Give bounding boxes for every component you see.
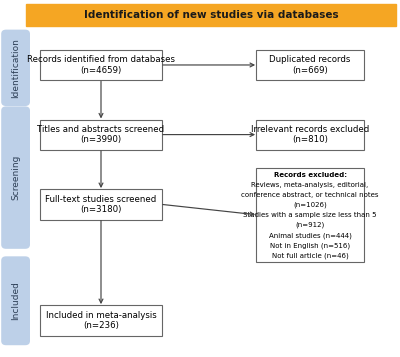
Text: Records identified from databases
(n=4659): Records identified from databases (n=465… (27, 55, 175, 75)
Text: Screening: Screening (11, 155, 20, 200)
Text: Studies with a sample size less than 5: Studies with a sample size less than 5 (243, 212, 377, 218)
Text: Duplicated records
(n=669): Duplicated records (n=669) (269, 55, 351, 75)
Text: (n=912): (n=912) (295, 222, 325, 228)
Text: Records excluded:: Records excluded: (274, 172, 346, 178)
Text: Identification of new studies via databases: Identification of new studies via databa… (84, 10, 338, 20)
FancyBboxPatch shape (40, 120, 162, 150)
Text: Not full article (n=46): Not full article (n=46) (272, 252, 348, 259)
FancyBboxPatch shape (1, 106, 30, 249)
FancyBboxPatch shape (256, 50, 364, 80)
Text: conference abstract, or technical notes: conference abstract, or technical notes (241, 192, 379, 198)
FancyBboxPatch shape (256, 120, 364, 150)
FancyBboxPatch shape (256, 168, 364, 262)
Text: Included in meta-analysis
(n=236): Included in meta-analysis (n=236) (46, 311, 156, 330)
FancyBboxPatch shape (1, 30, 30, 106)
Text: Included: Included (11, 281, 20, 320)
Text: Animal studies (n=444): Animal studies (n=444) (268, 232, 352, 238)
FancyBboxPatch shape (40, 50, 162, 80)
Text: Full-text studies screened
(n=3180): Full-text studies screened (n=3180) (45, 195, 157, 214)
FancyBboxPatch shape (26, 4, 396, 26)
FancyBboxPatch shape (40, 305, 162, 336)
Text: (n=1026): (n=1026) (293, 202, 327, 208)
Text: Identification: Identification (11, 38, 20, 98)
Text: Reviews, meta-analysis, editorial,: Reviews, meta-analysis, editorial, (251, 182, 369, 188)
Text: Not in English (n=516): Not in English (n=516) (270, 242, 350, 249)
Text: Titles and abstracts screened
(n=3990): Titles and abstracts screened (n=3990) (38, 125, 164, 145)
FancyBboxPatch shape (1, 256, 30, 345)
FancyBboxPatch shape (40, 189, 162, 220)
Text: Irrelevant records excluded
(n=810): Irrelevant records excluded (n=810) (251, 125, 369, 145)
